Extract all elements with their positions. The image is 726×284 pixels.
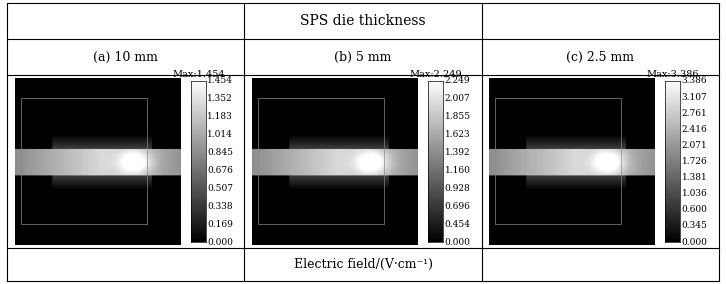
Text: (b) 5 mm: (b) 5 mm (334, 51, 392, 64)
Bar (258, 98, 384, 224)
Text: SPS die thickness: SPS die thickness (300, 14, 426, 28)
Text: 0.000: 0.000 (444, 238, 470, 247)
Text: 2.071: 2.071 (682, 141, 708, 150)
Text: 1.855: 1.855 (444, 112, 470, 121)
Text: 0.845: 0.845 (208, 148, 234, 157)
Text: Electric field/(V·cm⁻¹): Electric field/(V·cm⁻¹) (293, 258, 433, 271)
Text: 0.338: 0.338 (208, 202, 233, 211)
Text: 1.014: 1.014 (208, 130, 233, 139)
Text: 2.007: 2.007 (444, 94, 470, 103)
Text: Max:3.386: Max:3.386 (647, 70, 699, 80)
Text: 3.386: 3.386 (682, 76, 707, 85)
Bar (495, 98, 621, 224)
Text: 0.000: 0.000 (682, 238, 708, 247)
Text: 1.392: 1.392 (444, 148, 470, 157)
Text: (c) 2.5 mm: (c) 2.5 mm (566, 51, 634, 64)
Text: 1.726: 1.726 (682, 157, 708, 166)
Text: (a) 10 mm: (a) 10 mm (94, 51, 158, 64)
Text: 1.352: 1.352 (208, 94, 233, 103)
Text: 0.676: 0.676 (208, 166, 233, 175)
Text: Max:2.249: Max:2.249 (409, 70, 462, 80)
Text: 0.000: 0.000 (208, 238, 233, 247)
Text: 0.454: 0.454 (444, 220, 470, 229)
Text: 1.623: 1.623 (444, 130, 470, 139)
Text: 0.507: 0.507 (208, 184, 234, 193)
Text: Max:1.454: Max:1.454 (172, 70, 225, 80)
Text: 0.928: 0.928 (444, 184, 470, 193)
Text: 2.416: 2.416 (682, 125, 708, 134)
Text: 0.169: 0.169 (208, 220, 233, 229)
Bar (21, 98, 147, 224)
Text: 1.183: 1.183 (208, 112, 233, 121)
Text: 0.696: 0.696 (444, 202, 470, 211)
Text: 0.600: 0.600 (682, 205, 708, 214)
Text: 0.345: 0.345 (682, 222, 708, 230)
Text: 2.249: 2.249 (444, 76, 470, 85)
Text: 1.454: 1.454 (208, 76, 234, 85)
Text: 2.761: 2.761 (682, 108, 708, 118)
Text: 1.160: 1.160 (444, 166, 470, 175)
Text: 3.107: 3.107 (682, 93, 708, 101)
Text: 1.036: 1.036 (682, 189, 708, 198)
Text: 1.381: 1.381 (682, 173, 708, 182)
